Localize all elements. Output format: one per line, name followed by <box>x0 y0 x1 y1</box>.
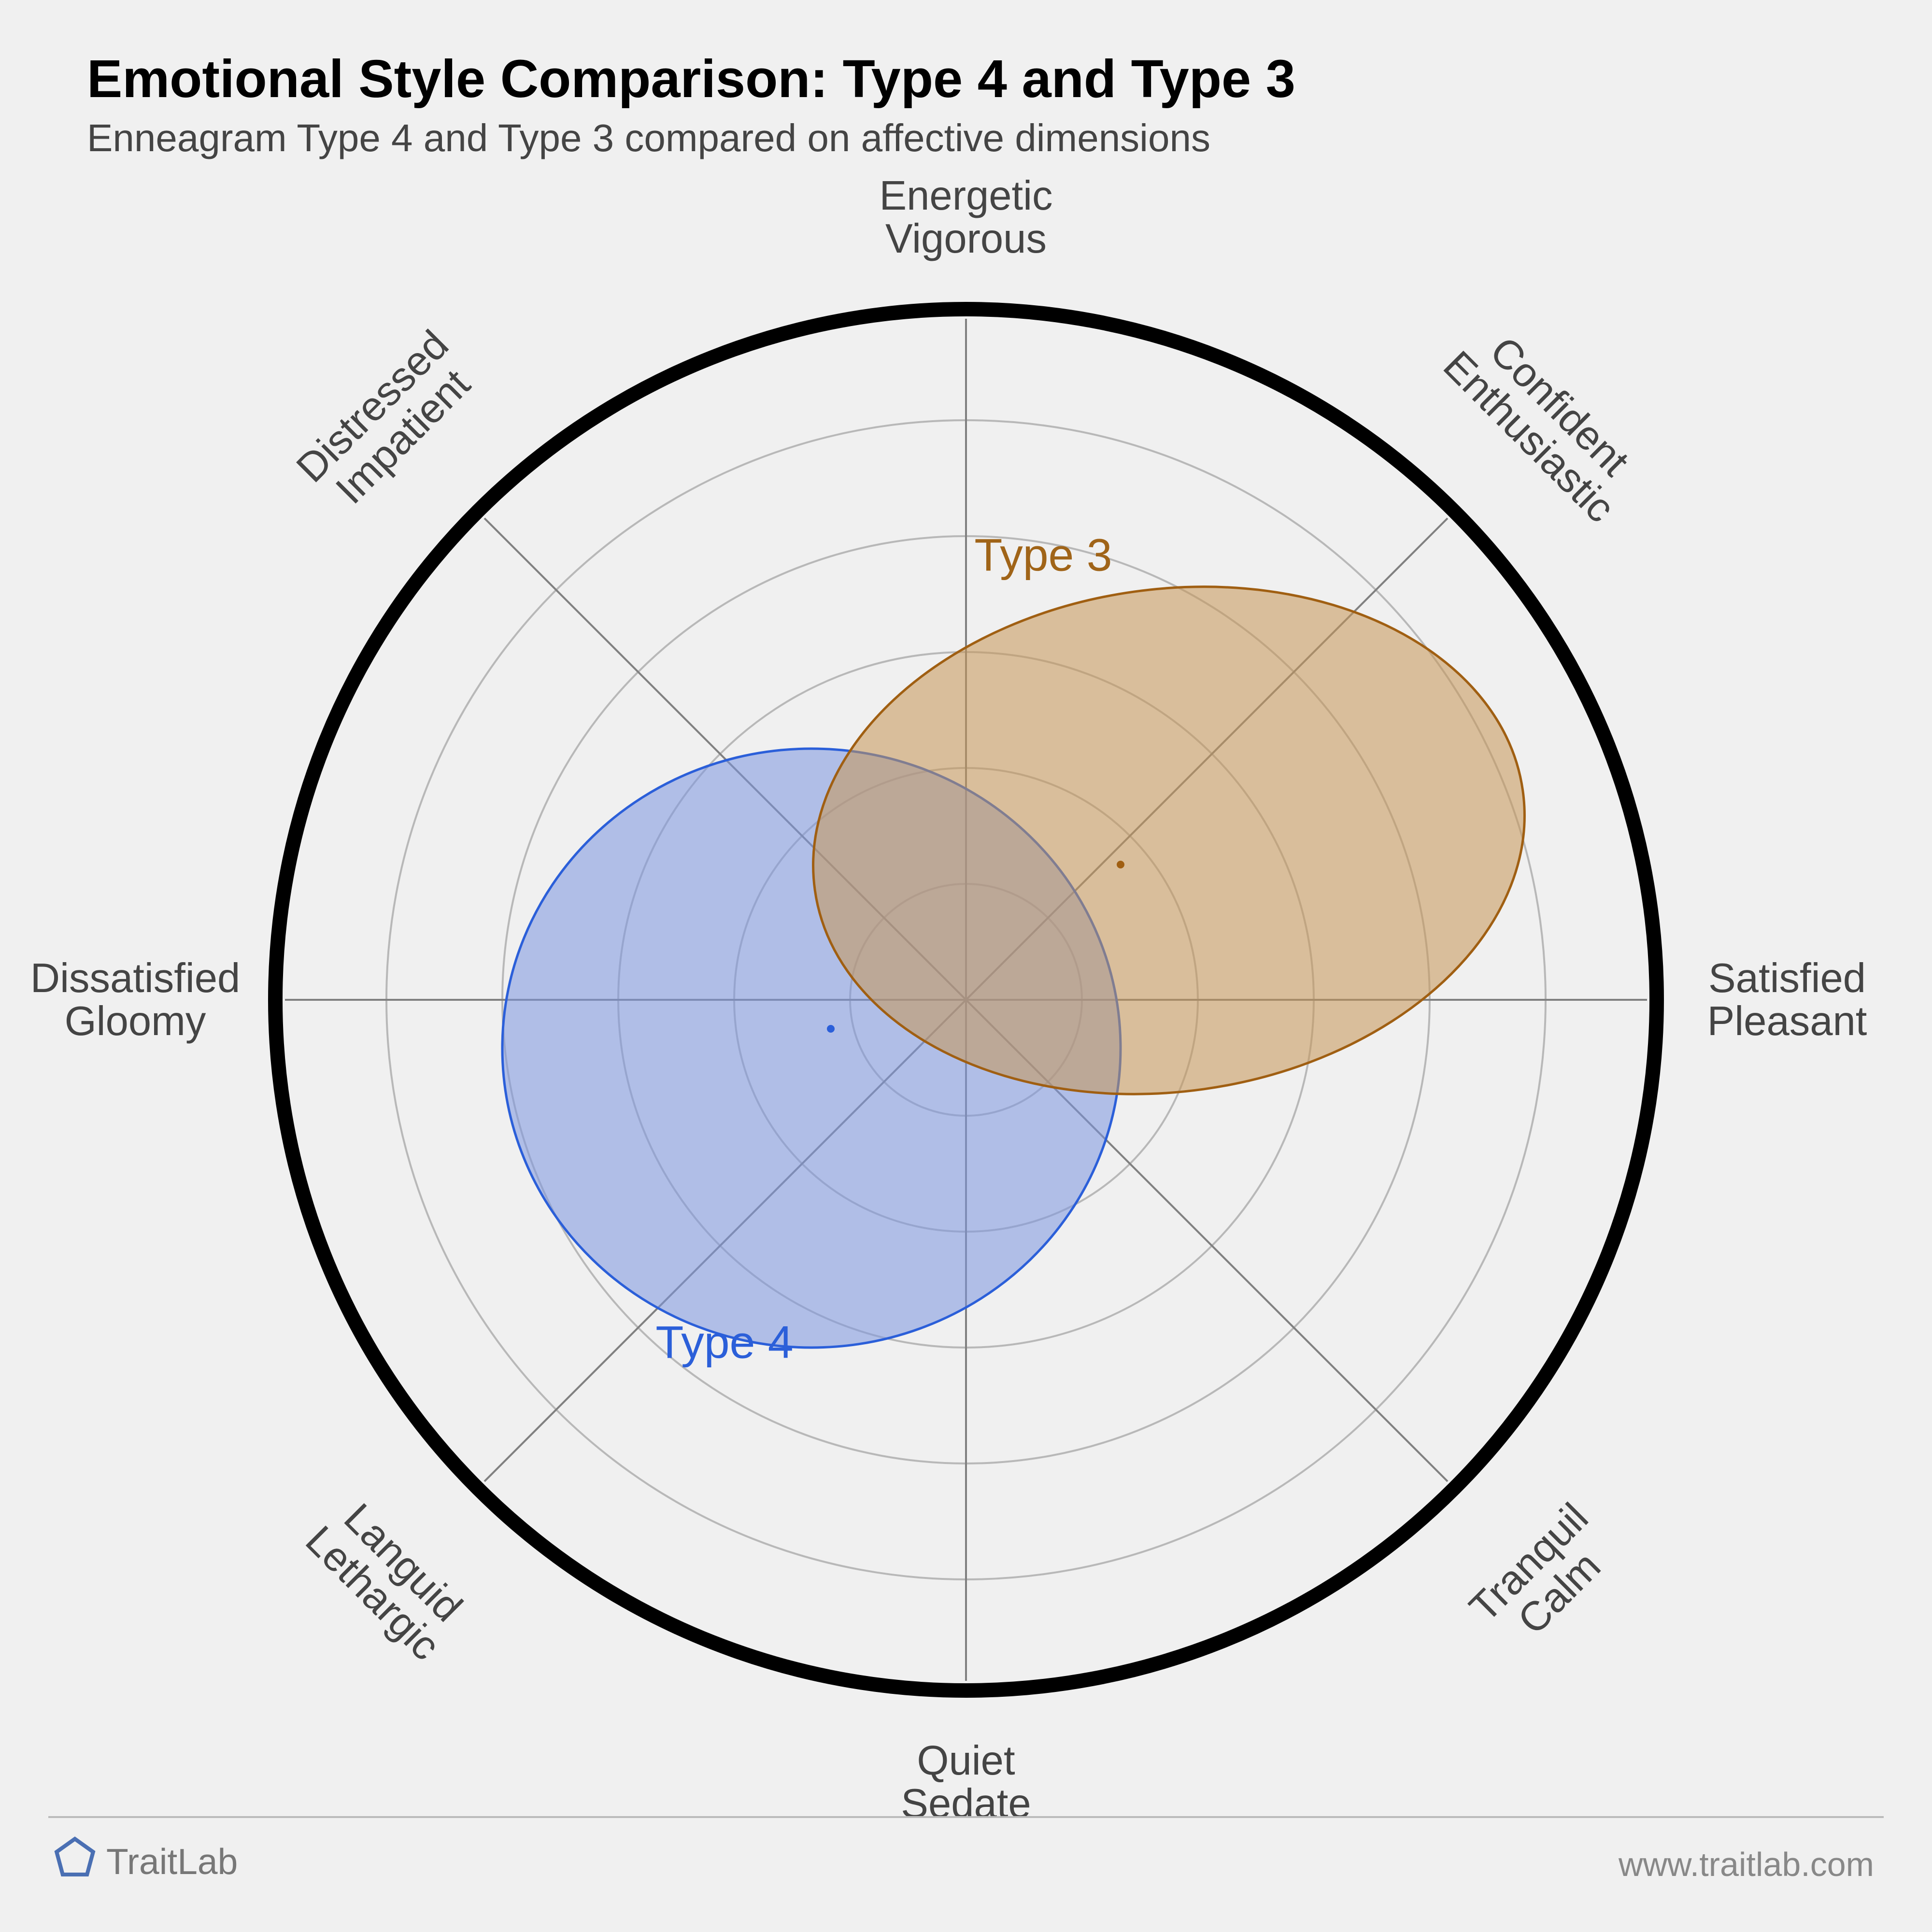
axis-label: Quiet Sedate <box>901 1739 1031 1826</box>
source-url: www.traitlab.com <box>1619 1845 1874 1884</box>
brand-name: TraitLab <box>106 1841 238 1882</box>
region-label-type3: Type 3 <box>974 529 1112 582</box>
brand-logo-icon <box>53 1835 97 1887</box>
axis-label: Satisfied Pleasant <box>1707 957 1867 1043</box>
axis-label: Dissatisfied Gloomy <box>30 957 241 1043</box>
region-label-type4: Type 4 <box>655 1317 793 1369</box>
axis-label: Energetic Vigorous <box>879 174 1052 261</box>
chart-canvas: Emotional Style Comparison: Type 4 and T… <box>0 0 1932 1932</box>
brand-block: TraitLab <box>53 1835 238 1887</box>
polar-chart <box>0 0 1932 1932</box>
footer-divider <box>48 1816 1884 1818</box>
